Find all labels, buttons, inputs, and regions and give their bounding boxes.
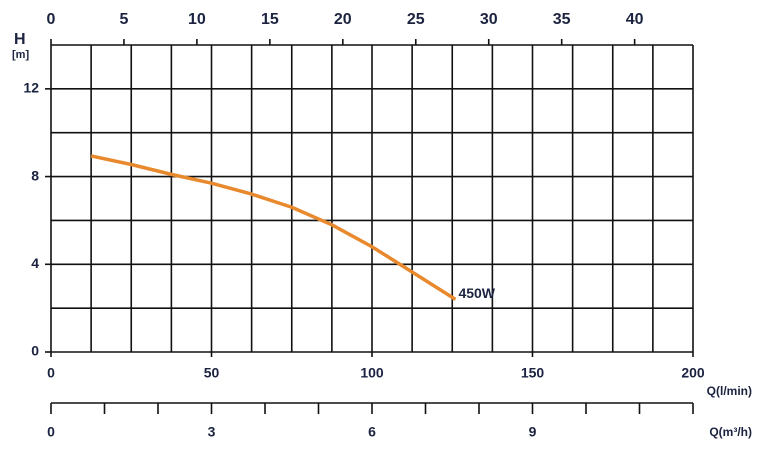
y-axis-label: H [14, 31, 26, 48]
y-tick-label: 12 [23, 80, 39, 96]
x3-tick-label: 9 [529, 424, 537, 440]
curve [90, 154, 457, 301]
y-tick-label: 8 [31, 167, 39, 183]
x2-tick-label: 10 [188, 11, 206, 28]
series-label: 450W [458, 285, 495, 301]
x-axis-label: Q(l/min) [707, 384, 752, 398]
y-tick-label: 0 [31, 343, 39, 359]
x3-tick-label: 3 [208, 424, 216, 440]
x3-tick-label: 6 [368, 424, 376, 440]
x-tick-label: 100 [360, 365, 384, 381]
x2-tick-label: 15 [261, 11, 279, 28]
x3-axis-label: Q(m³/h) [709, 425, 752, 439]
y-tick-label: 4 [31, 255, 39, 271]
x2-tick-label: 35 [553, 11, 571, 28]
x2-tick-label: 20 [334, 11, 352, 28]
x2-tick-label: 30 [480, 11, 498, 28]
x-tick-label: 150 [521, 365, 545, 381]
x-tick-label: 0 [47, 365, 55, 381]
x3-tick-label: 0 [47, 424, 55, 440]
x-tick-label: 200 [681, 365, 705, 381]
x2-tick-label: 25 [407, 11, 425, 28]
x-tick-label: 50 [204, 365, 220, 381]
x2-tick-label: 0 [47, 11, 56, 28]
x2-tick-label: 40 [626, 11, 644, 28]
y-axis-unit: [m] [12, 49, 29, 61]
x2-tick-label: 5 [120, 11, 129, 28]
